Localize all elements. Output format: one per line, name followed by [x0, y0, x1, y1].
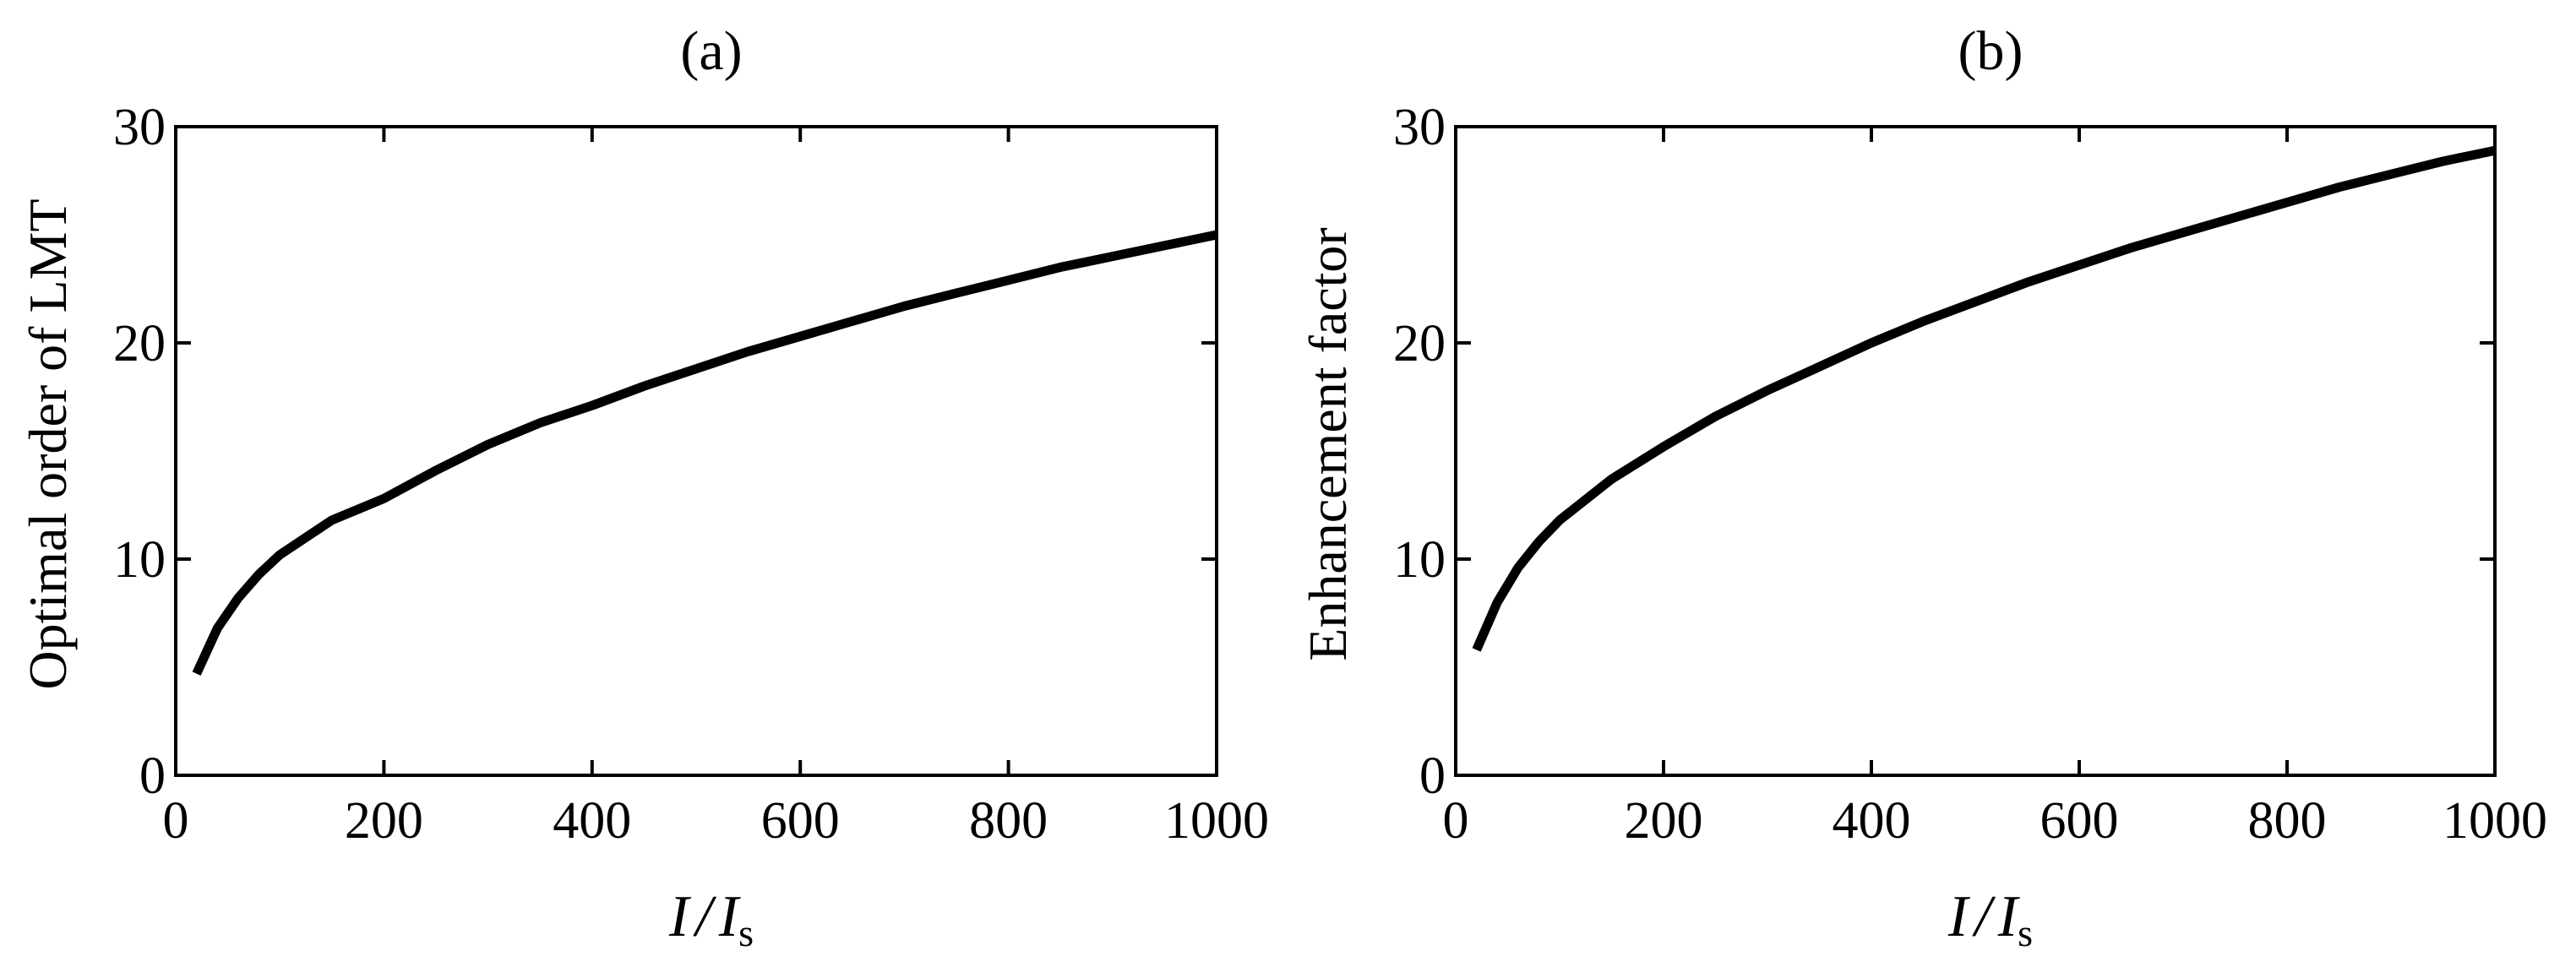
x-axis-label-sub: s	[2018, 911, 2033, 954]
chart-panel-a: 0 200 400 600 800 1000 0 10 20 30 (a) Optimal order…	[18, 20, 1269, 954]
x-axis-label-main2: I	[1997, 884, 2021, 949]
x-axis-label-main2: I	[718, 884, 742, 949]
x-axis-label-sep: /	[1971, 884, 1996, 949]
x-tick-label: 200	[345, 792, 423, 850]
series-line-1	[1472, 145, 2497, 652]
x-tick-label: 600	[2040, 792, 2119, 850]
x-tick-label: 800	[969, 792, 1048, 850]
y-tick-label: 30	[113, 99, 166, 156]
y-tick-label: 20	[1393, 315, 1446, 372]
x-axis-label: I / Is	[1947, 884, 2033, 954]
x-axis-label-sep: /	[692, 884, 716, 949]
series-line-1	[192, 230, 1218, 676]
y-tick-label: 10	[113, 531, 166, 589]
plot-frame	[174, 125, 1218, 777]
x-tick-label: 600	[761, 792, 840, 850]
plot-frame	[1454, 125, 2497, 777]
y-axis-label: Enhancement factor	[1298, 227, 1358, 661]
y-tick-label: 30	[1393, 99, 1446, 156]
panel-title: (a)	[680, 20, 742, 82]
x-tick-label: 400	[553, 792, 631, 850]
y-tick-label: 0	[139, 747, 166, 805]
panel-title: (b)	[1958, 20, 2023, 82]
x-tick-label: 200	[1625, 792, 1703, 850]
x-tick-label: 400	[1833, 792, 1911, 850]
x-axis-label-sub: s	[738, 911, 754, 954]
x-axis-label: I / Is	[668, 884, 754, 954]
x-tick-label: 1000	[2443, 792, 2547, 850]
x-tick-label: 0	[1443, 792, 1469, 850]
y-tick-label: 0	[1419, 747, 1446, 805]
x-tick-label: 800	[2248, 792, 2327, 850]
x-axis-label-main: I	[1947, 884, 1971, 949]
x-tick-label: 1000	[1164, 792, 1269, 850]
y-tick-label: 10	[1393, 531, 1446, 589]
y-tick-label: 20	[113, 315, 166, 372]
y-axis-label: Optimal order of LMT	[18, 198, 78, 689]
x-tick-label: 0	[163, 792, 189, 850]
x-axis-label-main: I	[668, 884, 692, 949]
chart-panel-b: 0 200 400 600 800 1000 0 10 20 30 (b) Enhancement f…	[1298, 20, 2547, 954]
